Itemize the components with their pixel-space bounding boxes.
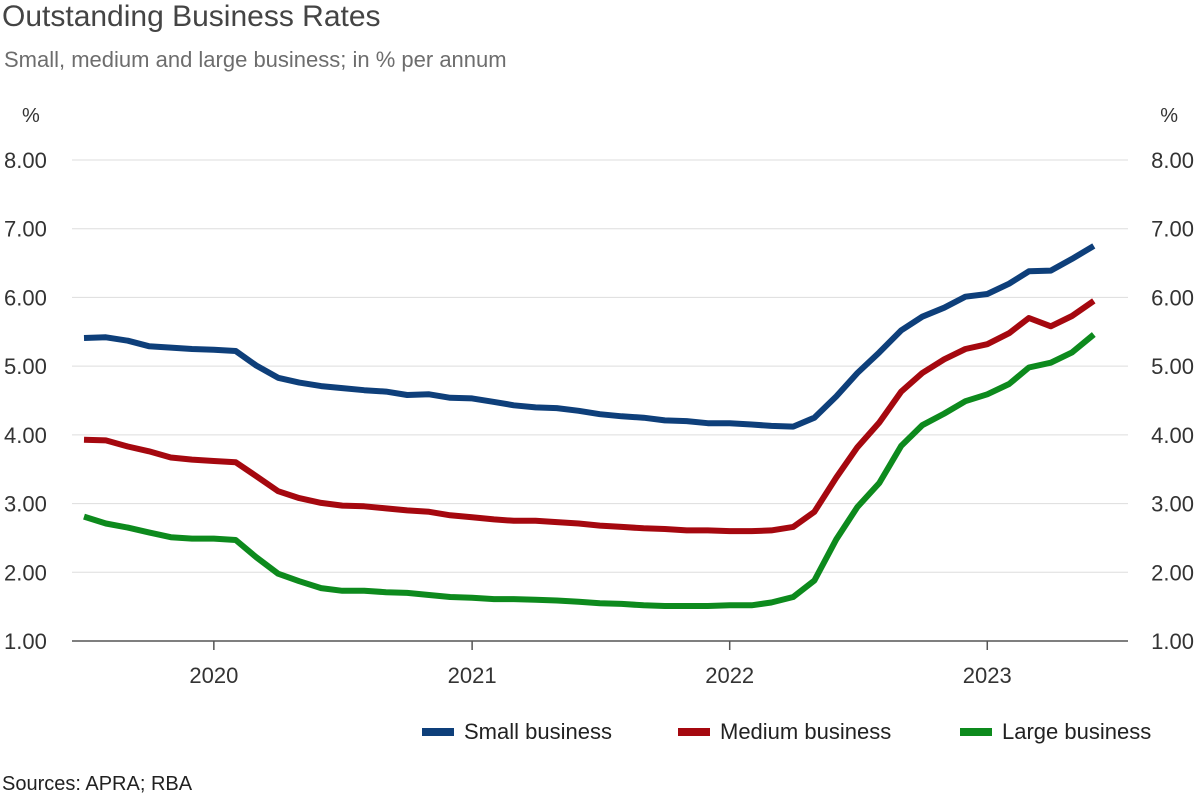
legend-label-medium-business: Medium business [720,719,891,744]
y-tick-label-right: 5.00 [1151,354,1194,379]
y-tick-label-right: 6.00 [1151,285,1194,310]
y-tick-label-left: 7.00 [4,217,47,242]
y-tick-label-right: 3.00 [1151,492,1194,517]
series-line-medium-business [83,298,1096,535]
y-tick-label-right: 7.00 [1151,217,1194,242]
y-tick-label-left: 2.00 [4,560,47,585]
legend-label-small-business: Small business [464,719,612,744]
y-tick-label-right: 2.00 [1151,560,1194,585]
series-line-small-business [83,243,1096,430]
series-line-large-business [83,332,1096,609]
legend: Small business Medium business Large busin… [422,719,1151,744]
grid-lines [72,159,1128,642]
y-tick-label-left: 8.00 [4,148,47,173]
y-tick-label-left: 1.00 [4,629,47,654]
x-tick-label: 2020 [189,663,238,688]
legend-swatch-large-business [960,728,992,736]
y-tick-label-right: 4.00 [1151,423,1194,448]
y-tick-label-right: 8.00 [1151,148,1194,173]
x-tick-label: 2022 [705,663,754,688]
y-axis-left: 1.00 2.00 3.00 4.00 5.00 6.00 7.00 8.00% [4,105,47,654]
legend-label-large-business: Large business [1002,719,1151,744]
legend-swatch-medium-business [678,728,710,736]
y-tick-label-left: 5.00 [4,354,47,379]
legend-swatch-small-business [422,728,454,736]
y-unit-left: % [22,105,40,127]
y-tick-label-left: 4.00 [4,423,47,448]
series-lines [83,243,1096,609]
chart-source: Sources: APRA; RBA [2,773,193,795]
y-unit-right: % [1160,105,1178,127]
x-tick-label: 2021 [448,663,497,688]
x-axis: 2020 2021 2022 2023 [189,641,1012,688]
y-tick-label-left: 6.00 [4,285,47,310]
chart-title: Outstanding Business Rates [2,0,381,33]
y-tick-label-right: 1.00 [1151,629,1194,654]
chart-subtitle: Small, medium and large business; in % p… [4,47,507,72]
y-axis-right: 1.00 2.00 3.00 4.00 5.00 6.00 7.00 8.00% [1151,105,1194,654]
x-tick-label: 2023 [963,663,1012,688]
y-tick-label-left: 3.00 [4,492,47,517]
